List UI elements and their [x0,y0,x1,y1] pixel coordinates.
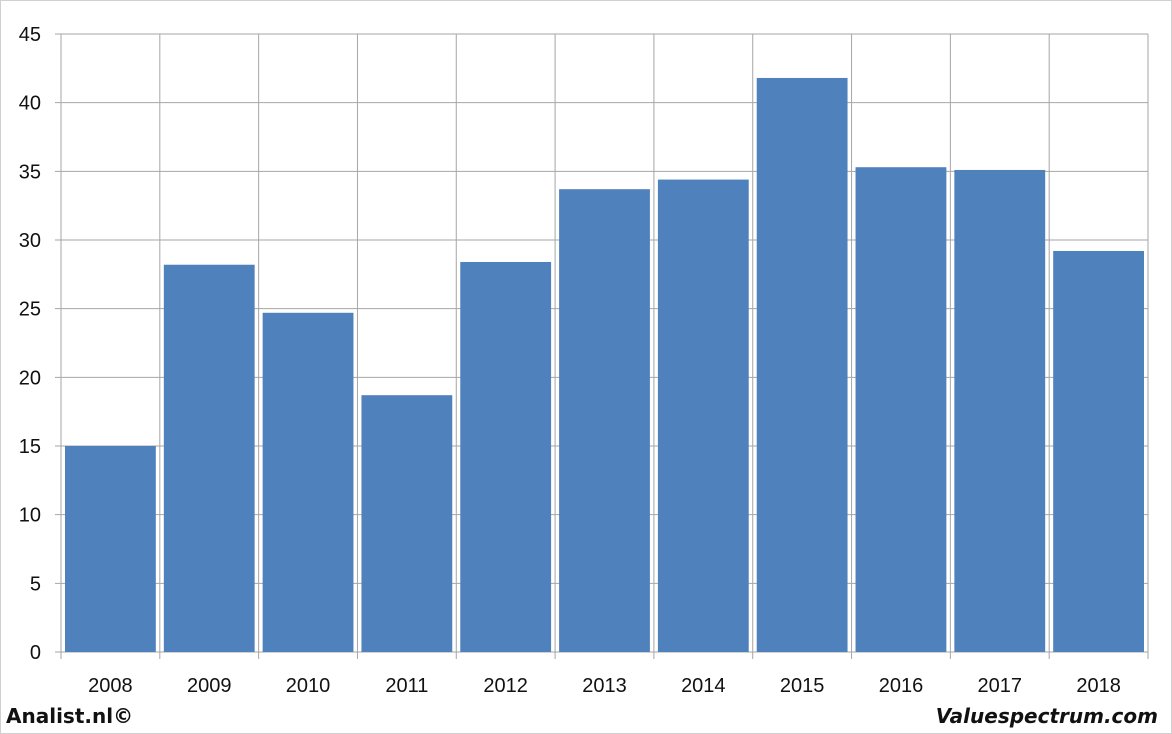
bar-2016 [855,167,947,653]
bar-2012 [460,261,552,652]
bar-2011 [361,395,453,652]
y-tick-label: 40 [19,93,41,115]
footer-right-credit: Valuespectrum.com [935,704,1158,728]
bar-2014 [657,179,749,652]
y-tick-label: 20 [19,367,41,389]
x-tick-label: 2013 [582,675,627,697]
bar-2008 [65,446,156,652]
y-tick-label: 10 [19,505,41,527]
x-tick-label: 2015 [780,675,825,697]
bar-2009 [163,264,255,652]
y-tick-label: 45 [19,24,41,46]
x-tick-label: 2012 [483,675,528,697]
x-tick-label: 2011 [385,675,428,697]
x-tick-label: 2008 [88,675,133,697]
y-axis-ticks: 0 5 10 15 20 25 30 35 40 45 [19,24,41,664]
x-tick-label: 2018 [1076,675,1121,697]
x-tick-label: 2017 [978,675,1023,697]
bar-2010 [262,312,354,652]
bar-2017 [954,169,1046,652]
y-tick-label: 15 [19,436,41,458]
x-axis-ticks: 2008 2009 2010 2011 2012 2013 2014 2015 2016 2017… [88,675,1121,697]
footer-left-credit: Analist.nl© [6,704,134,728]
x-tick-label: 2009 [187,675,232,697]
x-tick-label: 2016 [879,675,924,697]
y-tick-label: 0 [30,642,41,664]
bars [65,77,1144,653]
x-tick-label: 2014 [681,675,726,697]
y-tick-label: 25 [19,299,41,321]
bar-2013 [559,189,650,653]
y-tick-label: 30 [19,230,41,252]
bar-2015 [756,77,848,653]
y-tick-label: 5 [30,573,41,595]
bar-2018 [1053,250,1144,652]
x-tick-label: 2010 [286,675,331,697]
y-tick-label: 35 [19,161,41,183]
